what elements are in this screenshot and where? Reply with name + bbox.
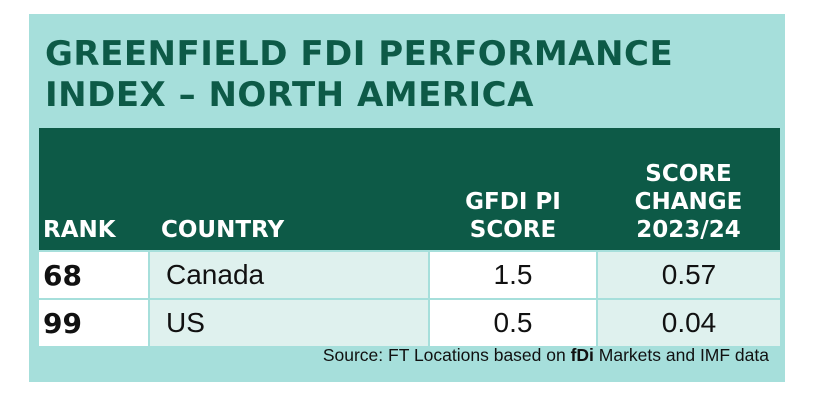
header-row: RANK COUNTRY GFDI PI SCORE SCORE CHANGE …: [39, 128, 780, 251]
country-cell: US: [149, 298, 430, 346]
header-score: GFDI PI SCORE: [429, 128, 597, 251]
title-line-1: GREENFIELD FDI PERFORMANCE: [45, 34, 674, 74]
source-suffix: Markets and IMF data: [593, 345, 769, 365]
header-change-line-1: SCORE: [645, 161, 732, 187]
score-cell: 1.5: [429, 250, 598, 299]
rank-cell: 99: [39, 298, 150, 346]
header-change: SCORE CHANGE 2023/24: [597, 128, 780, 251]
source-prefix: Source: FT Locations based on: [322, 345, 571, 365]
table-row: 99 US 0.5 0.04: [39, 298, 780, 346]
country-cell: Canada: [149, 250, 430, 299]
source-bold: fDi: [570, 345, 594, 365]
header-rank: RANK: [39, 128, 149, 251]
data-table: RANK COUNTRY GFDI PI SCORE SCORE CHANGE …: [39, 128, 780, 346]
title-line-2: INDEX – NORTH AMERICA: [45, 75, 534, 115]
header-change-line-2: CHANGE: [634, 189, 743, 215]
header-score-line-1: GFDI PI: [465, 189, 561, 215]
header-country: COUNTRY: [149, 128, 429, 251]
change-cell: 0.57: [597, 250, 780, 299]
source-note: Source: FT Locations based on fDi Market…: [323, 345, 769, 366]
chart-title: GREENFIELD FDI PERFORMANCE INDEX – NORTH…: [45, 34, 673, 116]
table-row: 68 Canada 1.5 0.57: [39, 250, 780, 299]
header-score-line-2: SCORE: [469, 217, 557, 243]
score-cell: 0.5: [429, 298, 598, 346]
chart-panel: GREENFIELD FDI PERFORMANCE INDEX – NORTH…: [29, 14, 785, 382]
header-change-line-3: 2023/24: [636, 217, 741, 243]
header-rank-label: RANK: [43, 217, 116, 243]
change-cell: 0.04: [597, 298, 780, 346]
rank-cell: 68: [39, 250, 150, 299]
header-country-label: COUNTRY: [161, 217, 285, 243]
